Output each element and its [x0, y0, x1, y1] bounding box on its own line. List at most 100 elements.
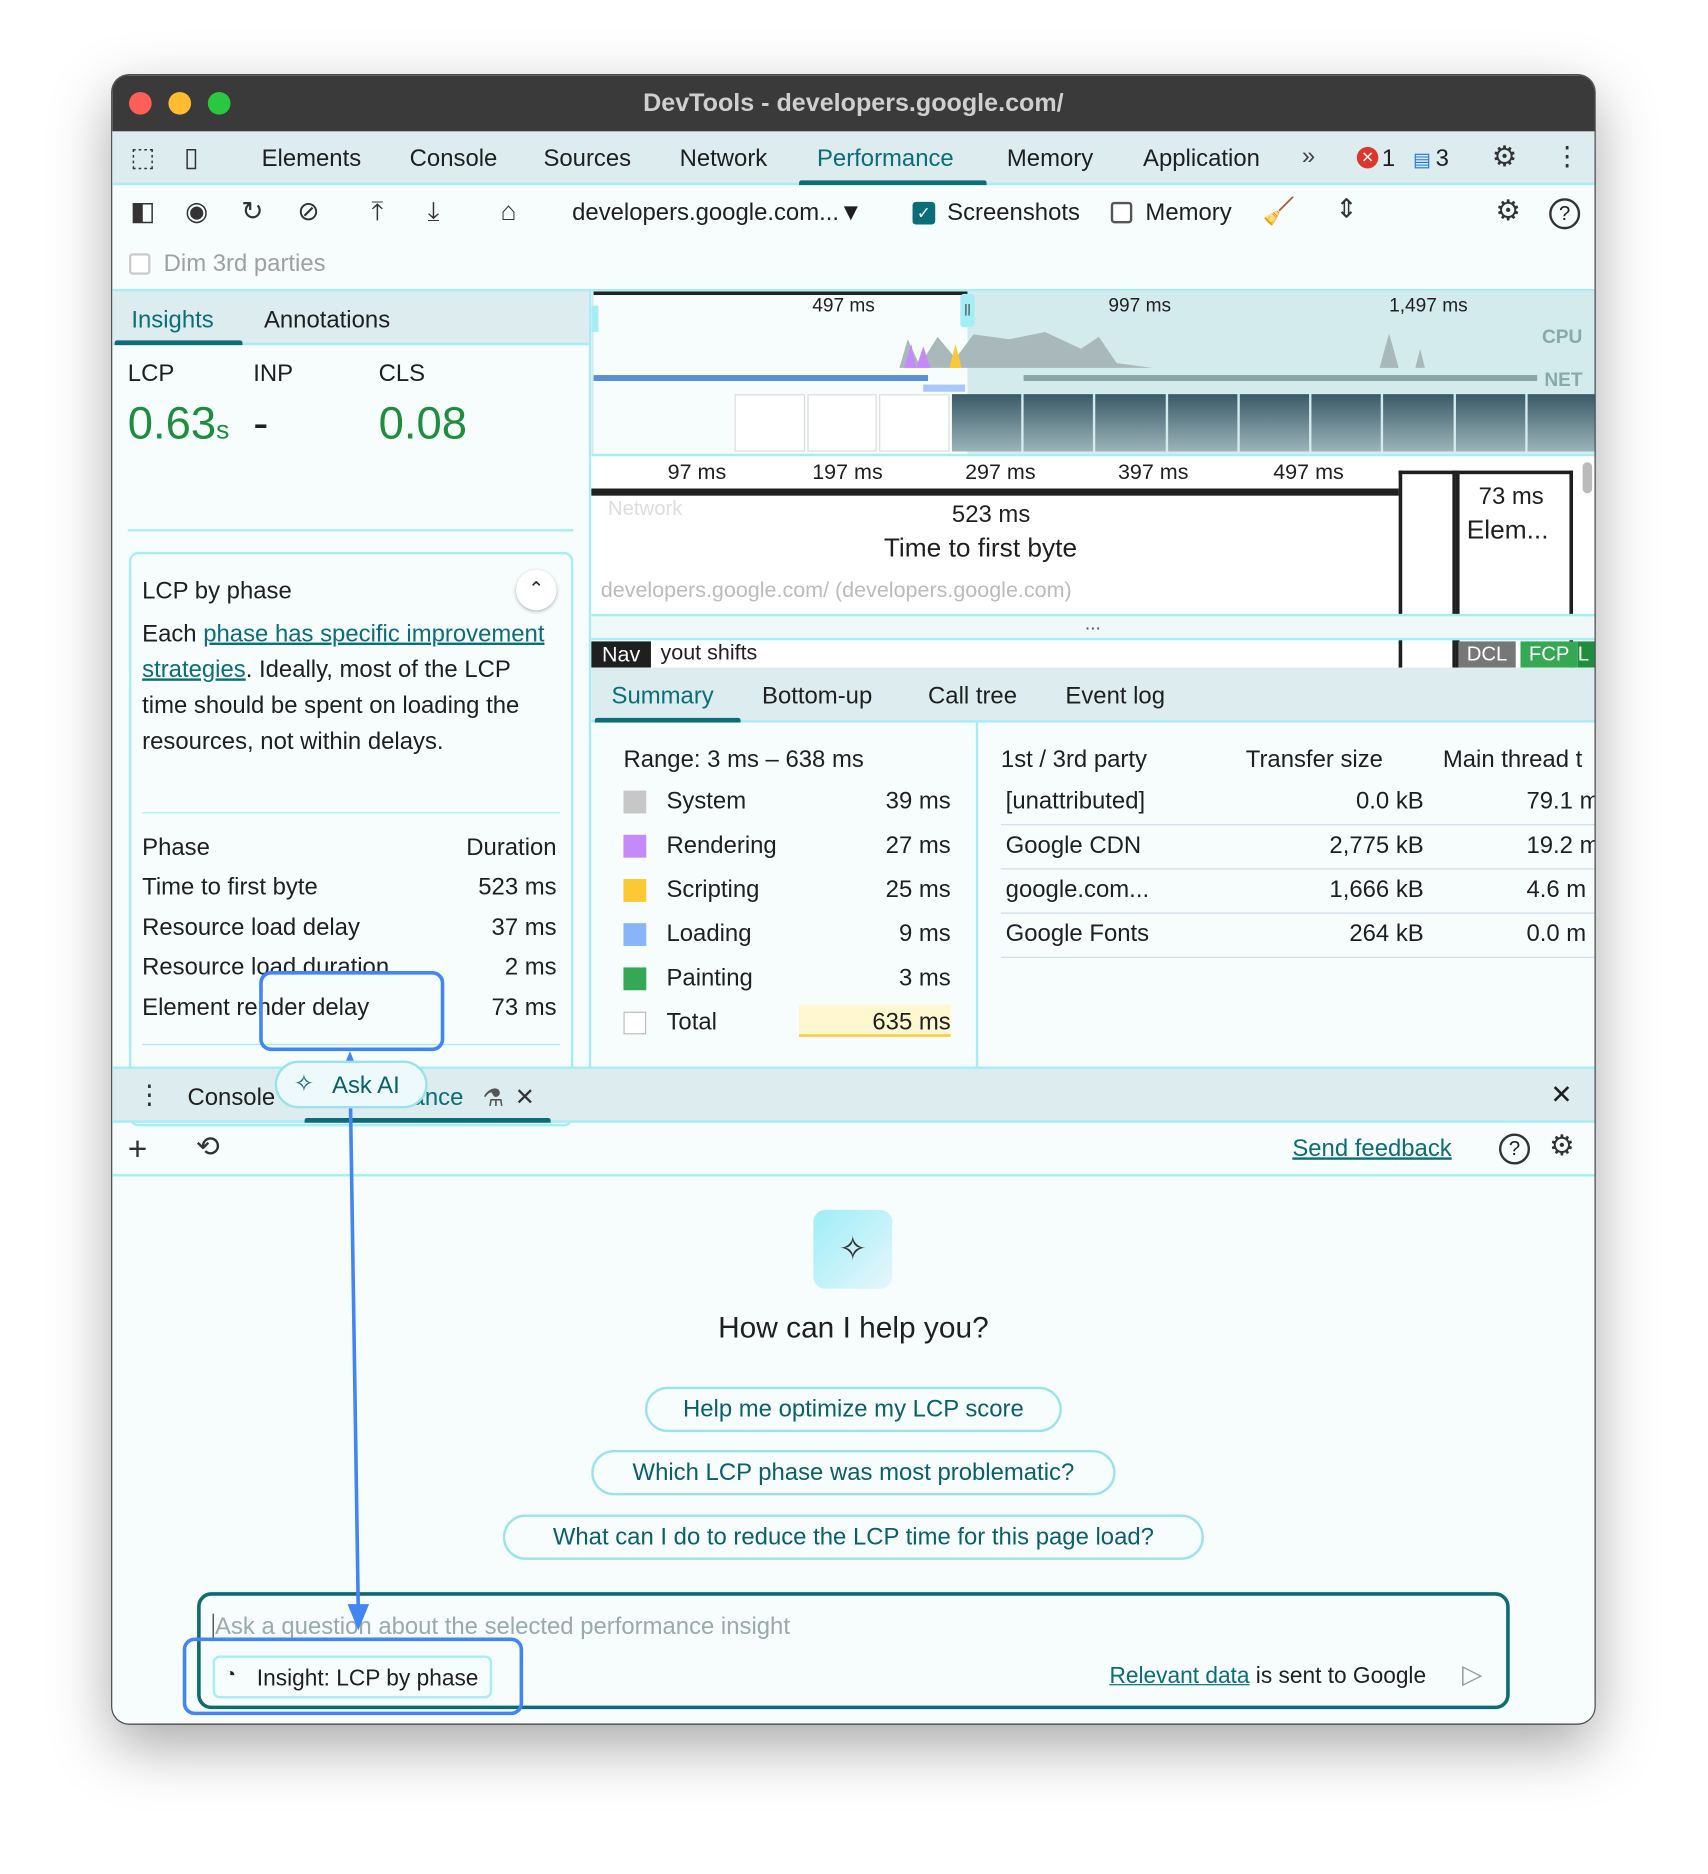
transfer-size: 0.0 kB [1355, 788, 1424, 815]
timeline-scrollbar[interactable] [1582, 462, 1593, 494]
ai-prompt-input[interactable]: Ask a question about the selected perfor… [197, 1592, 1510, 1710]
col-transfer-size[interactable]: Transfer size [1245, 746, 1383, 773]
reload-record-icon[interactable]: ↻ [241, 195, 264, 226]
settings-gear-icon[interactable]: ⚙ [1491, 140, 1518, 174]
error-icon[interactable]: ✕ [1356, 146, 1379, 169]
inp-value: - [253, 398, 269, 450]
message-icon[interactable]: ▤ [1412, 150, 1432, 171]
nav-marker[interactable]: Nav [591, 641, 651, 668]
tab-annotations[interactable]: Annotations [263, 306, 391, 334]
memory-checkbox[interactable] [1110, 201, 1133, 224]
tab-network[interactable]: Network [679, 145, 768, 172]
upload-icon[interactable]: ⤒ [371, 195, 384, 226]
ruler-tick: 297 ms [965, 459, 1036, 484]
tab-elements[interactable]: Elements [261, 145, 362, 172]
details-tabs: Summary Bottom-up Call tree Event log [591, 667, 1595, 723]
inspect-element-icon[interactable]: ⬚ [130, 142, 156, 172]
device-toolbar-icon[interactable]: ▯ [183, 142, 199, 172]
lcp-marker[interactable]: L [1577, 641, 1595, 668]
toggle-sidebar-icon[interactable]: ◧ [130, 195, 156, 226]
lcp-by-phase-card: LCP by phase ⌃ Each phase has specific i… [128, 551, 574, 1127]
phase-strategies-link[interactable]: phase has specific improvement strategie… [142, 621, 545, 684]
col-main-thread[interactable]: Main thread t [1442, 746, 1583, 773]
ask-ai-button[interactable]: ✧ Ask AI [274, 1060, 428, 1109]
category-value: 3 ms [898, 965, 951, 992]
help-icon[interactable]: ? [1549, 198, 1581, 230]
relevant-data-link[interactable]: Relevant data [1109, 1663, 1250, 1689]
selection-handle-left[interactable] [591, 305, 599, 333]
ttfb-bar[interactable] [591, 488, 1404, 496]
maximize-window-button[interactable] [207, 91, 231, 115]
recording-select[interactable]: developers.google.com...▼ [572, 199, 863, 226]
garbage-collect-icon[interactable]: 🧹 [1262, 195, 1296, 226]
ai-heading: How can I help you? [718, 1311, 989, 1345]
main-thread-time: 0.0 m [1526, 920, 1587, 948]
more-tabs-icon[interactable]: » [1301, 143, 1316, 170]
home-icon[interactable]: ⌂ [500, 195, 517, 226]
timeline-panel[interactable]: || 497 ms 997 ms 1,497 ms CPU NET 97 ms … [591, 291, 1595, 668]
collapse-chevron-icon[interactable]: ⌃ [515, 569, 557, 611]
dim-3rd-parties-checkbox[interactable] [128, 253, 151, 275]
message-count[interactable]: 3 [1435, 145, 1449, 172]
close-window-button[interactable] [128, 91, 152, 115]
tab-bottom-up[interactable]: Bottom-up [762, 683, 873, 710]
col-party[interactable]: 1st / 3rd party [1000, 746, 1147, 773]
phase-duration: 523 ms [478, 874, 557, 901]
minimize-window-button[interactable] [168, 91, 192, 115]
download-icon[interactable]: ⤓ [427, 195, 440, 226]
window-title: DevTools - developers.google.com/ [643, 89, 1064, 118]
tab-application[interactable]: Application [1143, 145, 1260, 172]
range-label: Range: 3 ms – 638 ms [623, 746, 864, 773]
tab-sources[interactable]: Sources [543, 145, 632, 172]
send-icon[interactable]: ▷ [1462, 1659, 1483, 1689]
collapse-tracks-icon[interactable]: ⇕ [1335, 193, 1358, 224]
table-row[interactable] [1000, 914, 1595, 958]
tab-summary[interactable]: Summary [611, 683, 714, 710]
insight-context-chip[interactable]: ◔ Insight: LCP by phase [212, 1655, 493, 1699]
table-row[interactable] [1000, 781, 1595, 826]
drawer-menu-icon[interactable]: ⋮ [136, 1079, 163, 1110]
table-row[interactable] [1000, 825, 1595, 870]
tab-event-log[interactable]: Event log [1065, 683, 1166, 710]
fcp-marker[interactable]: FCP [1520, 641, 1578, 668]
record-icon[interactable]: ◉ [185, 195, 209, 226]
new-chat-icon[interactable]: + [127, 1129, 148, 1167]
memory-label: Memory [1145, 199, 1232, 226]
dcl-marker[interactable]: DCL [1458, 641, 1516, 668]
tab-call-tree[interactable]: Call tree [928, 683, 1018, 710]
phase-duration: 73 ms [491, 994, 557, 1021]
suggestion-chip[interactable]: What can I do to reduce the LCP time for… [502, 1514, 1204, 1560]
error-count[interactable]: 1 [1381, 145, 1396, 172]
selection-handle-right[interactable]: || [960, 293, 975, 328]
network-request[interactable]: developers.google.com/ (developers.googl… [600, 578, 1072, 602]
close-tab-icon[interactable]: ✕ [514, 1084, 535, 1111]
divider [142, 1043, 561, 1046]
layout-shifts-track[interactable]: yout shifts [660, 640, 758, 665]
drawer-tab-console[interactable]: Console [187, 1084, 276, 1111]
send-feedback-link[interactable]: Send feedback [1292, 1135, 1452, 1163]
help-icon[interactable]: ? [1498, 1133, 1531, 1165]
track-resize-handle[interactable]: ... [591, 613, 1595, 641]
overview-tick: 1,497 ms [1389, 296, 1468, 317]
experimental-flask-icon: ⚗ [482, 1085, 504, 1112]
divider [127, 529, 574, 532]
network-track-label[interactable]: Network [607, 496, 683, 520]
capture-settings-icon[interactable]: ⚙ [1495, 194, 1522, 227]
prompt-placeholder[interactable]: Ask a question about the selected perfor… [212, 1613, 790, 1642]
more-options-icon[interactable]: ⋮ [1553, 140, 1581, 171]
table-row[interactable] [1000, 870, 1595, 914]
tab-memory[interactable]: Memory [1006, 145, 1094, 172]
screenshots-checkbox[interactable]: ✓ [912, 201, 936, 225]
suggestion-chip[interactable]: Which LCP phase was most problematic? [591, 1450, 1116, 1496]
tab-console[interactable]: Console [409, 145, 498, 172]
clear-icon[interactable]: ⊘ [297, 195, 320, 226]
ai-settings-icon[interactable]: ⚙ [1549, 1129, 1575, 1163]
tab-insights[interactable]: Insights [131, 306, 214, 334]
screenshot-strip[interactable] [951, 394, 1595, 452]
active-tab-indicator [594, 717, 741, 723]
tab-performance[interactable]: Performance [816, 145, 954, 172]
history-icon[interactable]: ⟲ [195, 1131, 220, 1164]
total-highlight [799, 1004, 951, 1037]
suggestion-chip[interactable]: Help me optimize my LCP score [644, 1386, 1062, 1433]
close-drawer-icon[interactable]: ✕ [1550, 1079, 1573, 1110]
